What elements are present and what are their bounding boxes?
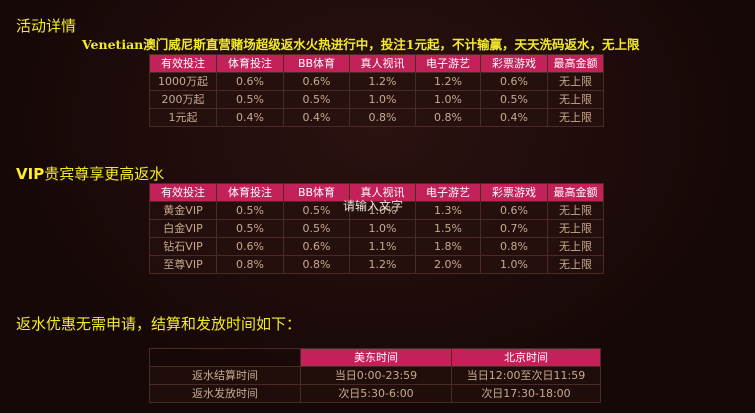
table-cell: 无上限: [547, 255, 604, 274]
table-cell: 0.5%: [480, 90, 548, 109]
header-cell: 北京时间: [451, 348, 601, 367]
table-row: 返水结算时间 当日0:00-23:59 当日12:00至次日11:59: [149, 366, 601, 385]
table-cell: 1.2%: [349, 255, 416, 274]
header-cell: 体育投注: [216, 183, 284, 202]
table-cell: 0.5%: [283, 90, 350, 109]
table-cell: 0.5%: [216, 90, 284, 109]
table-cell: 0.5%: [216, 201, 284, 220]
table-header-row: 有效投注 体育投注 BB体育 真人视讯 电子游艺 彩票游戏 最高金额: [149, 54, 604, 73]
table-cell: 1.3%: [415, 201, 481, 220]
header-cell: 真人视讯: [349, 54, 416, 73]
rebate-table: 有效投注 体育投注 BB体育 真人视讯 电子游艺 彩票游戏 最高金额 1000万…: [149, 54, 604, 127]
header-cell: 最高金额: [547, 54, 604, 73]
table-cell: 0.8%: [283, 255, 350, 274]
table-cell: 至尊VIP: [149, 255, 217, 274]
table-cell: 1.0%: [349, 90, 416, 109]
table-cell: 2.0%: [415, 255, 481, 274]
table-cell: 次日5:30-6:00: [300, 384, 452, 403]
table-cell: 200万起: [149, 90, 217, 109]
header-cell: 最高金额: [547, 183, 604, 202]
table-row: 1元起 0.4% 0.4% 0.8% 0.8% 0.4% 无上限: [149, 108, 604, 127]
header-cell: 美东时间: [300, 348, 452, 367]
table-cell: 0.4%: [283, 108, 350, 127]
table-cell: 1.2%: [415, 72, 481, 91]
table-cell: 0.5%: [283, 201, 350, 220]
table-row: 白金VIP 0.5% 0.5% 1.0% 1.5% 0.7% 无上限: [149, 219, 604, 238]
table-cell: 0.4%: [480, 108, 548, 127]
table-cell: 无上限: [547, 108, 604, 127]
table-cell: 无上限: [547, 90, 604, 109]
rebate-schedule-table: 美东时间 北京时间 返水结算时间 当日0:00-23:59 当日12:00至次日…: [149, 348, 601, 403]
table-cell: 0.6%: [480, 201, 548, 220]
table-cell: 当日0:00-23:59: [300, 366, 452, 385]
table-cell: 1.0%: [415, 90, 481, 109]
header-cell: 有效投注: [149, 54, 217, 73]
table-cell: 次日17:30-18:00: [451, 384, 601, 403]
header-cell: 体育投注: [216, 54, 284, 73]
table-cell: 白金VIP: [149, 219, 217, 238]
table-cell: 0.8%: [480, 237, 548, 256]
table-header-row: 有效投注 体育投注 BB体育 真人视讯 电子游艺 彩票游戏 最高金额: [149, 183, 604, 202]
table-cell: 0.6%: [480, 72, 548, 91]
table-cell: 0.6%: [216, 237, 284, 256]
header-cell: 电子游艺: [415, 183, 481, 202]
table-header-row: 美东时间 北京时间: [149, 348, 601, 367]
table-cell: 1.2%: [349, 72, 416, 91]
promo-banner-text: Venetian澳门威尼斯直营赌场超级返水火热进行中，投注1元起，不计输赢，天天…: [82, 37, 640, 52]
table-cell: 当日12:00至次日11:59: [451, 366, 601, 385]
table-cell: 0.7%: [480, 219, 548, 238]
header-cell: 电子游艺: [415, 54, 481, 73]
table-cell: 钻石VIP: [149, 237, 217, 256]
header-cell: BB体育: [283, 183, 350, 202]
table-cell: 无上限: [547, 201, 604, 220]
table-cell: 0.8%: [415, 108, 481, 127]
table-cell: 0.6%: [283, 237, 350, 256]
table-cell: 0.5%: [283, 219, 350, 238]
header-cell: 彩票游戏: [480, 183, 548, 202]
table-cell: 1.0%: [349, 201, 416, 220]
table-cell: 1.5%: [415, 219, 481, 238]
section-title-rebate-schedule: 返水优惠无需申请，结算和发放时间如下：: [16, 315, 302, 333]
table-cell: 0.5%: [216, 219, 284, 238]
table-cell: 0.4%: [216, 108, 284, 127]
table-cell: 1元起: [149, 108, 217, 127]
table-cell: 返水发放时间: [149, 384, 301, 403]
section-title-activity: 活动详情: [16, 17, 77, 35]
placeholder-watermark: 请输入文字: [343, 199, 404, 213]
header-cell-blank: [149, 348, 301, 367]
table-cell: 无上限: [547, 237, 604, 256]
table-row: 至尊VIP 0.8% 0.8% 1.2% 2.0% 1.0% 无上限: [149, 255, 604, 274]
vip-label: VIP: [16, 165, 45, 183]
table-row: 200万起 0.5% 0.5% 1.0% 1.0% 0.5% 无上限: [149, 90, 604, 109]
header-cell: BB体育: [283, 54, 350, 73]
table-cell: 0.8%: [216, 255, 284, 274]
table-cell: 黄金VIP: [149, 201, 217, 220]
table-row: 返水发放时间 次日5:30-6:00 次日17:30-18:00: [149, 384, 601, 403]
table-cell: 无上限: [547, 72, 604, 91]
table-cell: 0.6%: [283, 72, 350, 91]
vip-title-text: 贵宾尊享更高返水: [44, 165, 165, 183]
table-cell: 1.8%: [415, 237, 481, 256]
table-cell: 返水结算时间: [149, 366, 301, 385]
header-cell: 有效投注: [149, 183, 217, 202]
table-cell: 1.1%: [349, 237, 416, 256]
table-cell: 0.6%: [216, 72, 284, 91]
table-row: 钻石VIP 0.6% 0.6% 1.1% 1.8% 0.8% 无上限: [149, 237, 604, 256]
vip-rebate-table: 有效投注 体育投注 BB体育 真人视讯 电子游艺 彩票游戏 最高金额 黄金VIP…: [149, 183, 604, 274]
table-cell: 1000万起: [149, 72, 217, 91]
table-cell: 0.8%: [349, 108, 416, 127]
header-cell: 彩票游戏: [480, 54, 548, 73]
table-cell: 无上限: [547, 219, 604, 238]
section-title-vip: VIP贵宾尊享更高返水: [16, 163, 164, 184]
table-row: 1000万起 0.6% 0.6% 1.2% 1.2% 0.6% 无上限: [149, 72, 604, 91]
table-cell: 1.0%: [480, 255, 548, 274]
table-cell: 1.0%: [349, 219, 416, 238]
